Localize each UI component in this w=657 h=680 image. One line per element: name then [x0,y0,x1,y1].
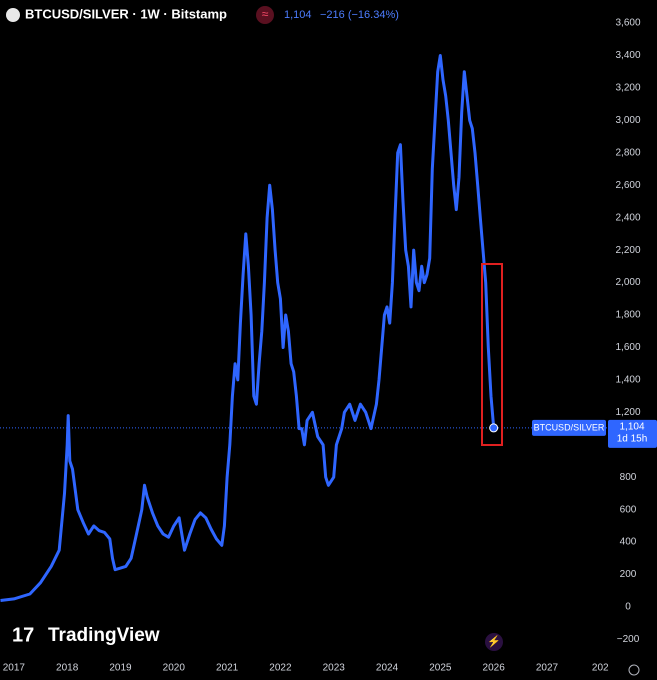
series-label: BTCUSD/SILVER [534,422,605,432]
y-tick-label: 3,200 [615,83,640,94]
price-label-box [608,419,657,448]
y-tick-label: 200 [620,569,637,580]
highlight-box [481,263,503,446]
x-tick-label: 2018 [56,663,79,674]
line [0,54,496,602]
series-label-box [532,419,606,436]
price-change: −216 (−16.34%) [320,9,399,21]
x-tick-label: 2020 [163,663,186,674]
badge-icon: ≈ [262,7,269,21]
y-tick-label: 400 [620,537,637,548]
logo-mark: 17 [12,624,34,646]
y-tick-label: 2,400 [615,212,640,223]
x-tick-label: 2027 [536,663,559,674]
y-tick-label: 3,400 [615,50,640,61]
x-tick-label: 2019 [109,663,132,674]
x-tick-label: 2022 [269,663,292,674]
x-tick-label: 2024 [376,663,399,674]
badge [256,6,274,24]
y-tick-label: 0 [625,602,631,613]
x-tick-label: 2023 [323,663,346,674]
y-tick-label: 1,800 [615,310,640,321]
y-tick-label: 800 [620,472,637,483]
flash-button[interactable] [485,633,503,651]
symbol-icon [6,8,20,22]
chart-title: BTCUSD/SILVER · 1W · Bitstamp [25,6,227,21]
x-tick-label: 2021 [216,663,239,674]
x-tick-label: 2017 [3,663,26,674]
y-tick-label: −200 [617,634,640,645]
x-tick-label: 2026 [483,663,506,674]
x-tick-label: 2025 [429,663,452,674]
y-tick-label: 3,600 [615,18,640,29]
y-tick-label: 3,000 [615,115,640,126]
last-point [489,423,499,433]
y-tick-label: 1,600 [615,342,640,353]
brand: TradingView [48,625,160,646]
y-tick-label: 2,200 [615,245,640,256]
price-label: 1,104 [619,422,644,433]
last-price: 1,104 [284,9,312,21]
y-tick-label: 1,200 [615,407,640,418]
y-tick-label: 600 [620,504,637,515]
countdown: 1d 15h [617,434,648,445]
y-tick-label: 2,000 [615,277,640,288]
y-tick-label: 1,400 [615,375,640,386]
y-tick-label: 2,800 [615,147,640,158]
flash-icon: ⚡ [487,635,501,648]
settings-icon[interactable] [628,664,640,676]
plot [0,54,612,602]
x-tick-label: 202 [592,663,609,674]
y-tick-label: 2,600 [615,180,640,191]
